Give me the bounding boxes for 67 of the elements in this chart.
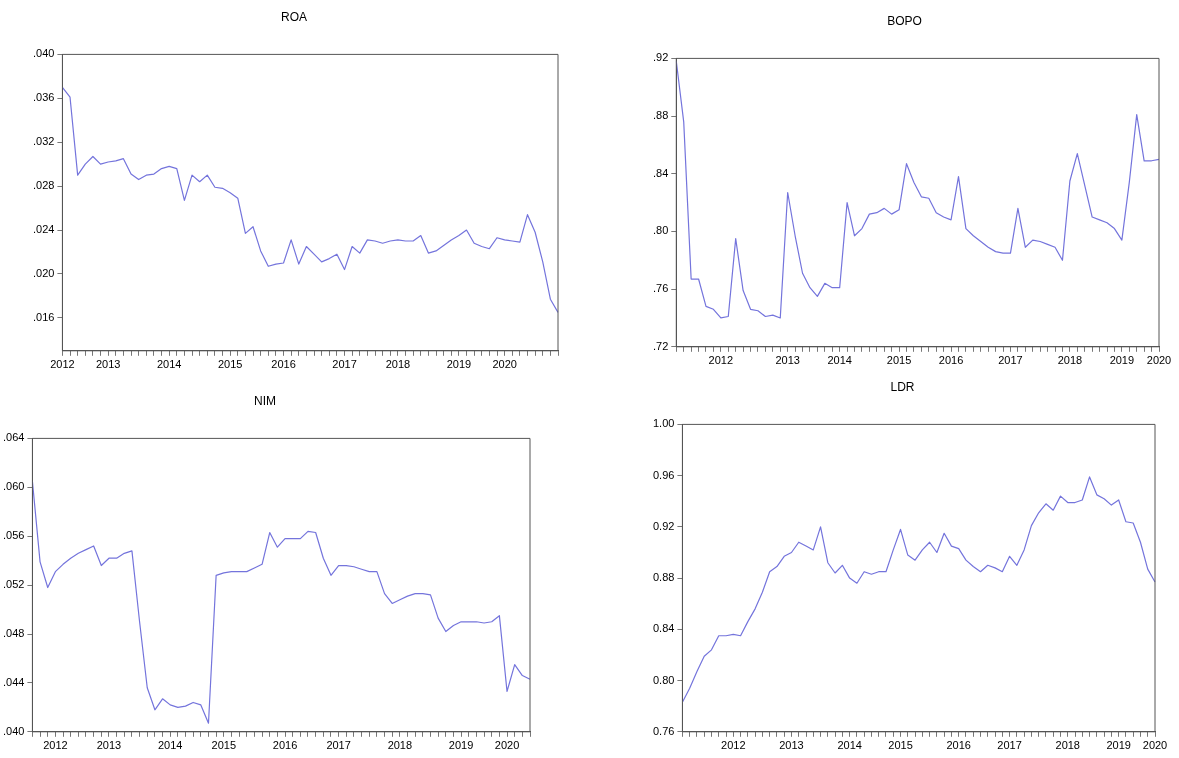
- y-tick-label: .020: [32, 266, 55, 279]
- y-tick-label: .92: [652, 51, 669, 64]
- y-tick-label: .036: [32, 91, 55, 104]
- x-tick-label: 2015: [211, 739, 237, 752]
- y-tick-label: .76: [652, 282, 669, 295]
- x-tick-label: 2020: [492, 358, 517, 371]
- x-tick-label: 2014: [827, 354, 852, 367]
- y-tick-label: .064: [2, 431, 25, 444]
- chart-title: ROA: [280, 9, 308, 24]
- x-tick-label: 2016: [271, 358, 296, 371]
- y-tick-label: .032: [32, 135, 55, 148]
- x-tick-label: 2013: [779, 739, 804, 752]
- x-tick-label: 2013: [95, 358, 121, 371]
- x-tick-label: 2016: [272, 739, 298, 752]
- x-tick-label: 2019: [1109, 354, 1135, 367]
- x-tick-label: 2014: [157, 739, 183, 752]
- y-tick-label: .040: [2, 724, 25, 737]
- x-tick-label: 2016: [938, 354, 964, 367]
- x-tick-label: 2012: [708, 354, 734, 367]
- y-tick-label: 0.96: [652, 468, 675, 481]
- x-tick-label: 2017: [998, 354, 1023, 367]
- y-tick-label: .80: [652, 224, 669, 237]
- x-tick-label: 2019: [448, 739, 474, 752]
- y-tick-label: 0.84: [652, 622, 675, 635]
- y-tick-label: .028: [32, 179, 55, 192]
- y-tick-label: .016: [32, 310, 55, 323]
- x-tick-label: 2012: [50, 358, 75, 371]
- y-tick-label: .72: [652, 339, 669, 352]
- y-tick-label: .052: [2, 578, 25, 591]
- x-tick-label: 2012: [721, 739, 746, 752]
- x-tick-label: 2020: [1146, 354, 1172, 367]
- x-tick-label: 2014: [156, 358, 182, 371]
- y-tick-label: 1.00: [652, 417, 675, 430]
- x-tick-label: 2017: [326, 739, 351, 752]
- y-tick-label: .056: [2, 529, 25, 542]
- x-tick-label: 2019: [446, 358, 472, 371]
- y-tick-label: 0.76: [652, 724, 675, 737]
- chart-title: LDR: [890, 379, 915, 394]
- y-tick-label: .040: [32, 47, 55, 60]
- x-tick-label: 2017: [997, 739, 1022, 752]
- y-tick-label: 0.88: [652, 571, 675, 584]
- y-tick-label: .024: [32, 223, 55, 236]
- x-tick-label: 2018: [387, 739, 413, 752]
- x-tick-label: 2015: [886, 354, 912, 367]
- chart-title: BOPO: [887, 13, 922, 28]
- x-tick-label: 2019: [1106, 739, 1131, 752]
- x-tick-label: 2013: [775, 354, 800, 367]
- x-tick-label: 2012: [43, 739, 68, 752]
- chart-title: NIM: [254, 393, 276, 408]
- x-tick-label: 2018: [1055, 739, 1080, 752]
- x-tick-label: 2018: [385, 358, 411, 371]
- x-tick-label: 2015: [217, 358, 243, 371]
- y-tick-label: 0.92: [652, 519, 675, 532]
- x-tick-label: 2018: [1057, 354, 1083, 367]
- x-tick-label: 2020: [494, 739, 520, 752]
- x-tick-label: 2013: [96, 739, 122, 752]
- y-tick-label: .048: [2, 627, 25, 640]
- x-tick-label: 2020: [1142, 739, 1168, 752]
- x-tick-label: 2017: [332, 358, 357, 371]
- x-tick-label: 2014: [837, 739, 862, 752]
- x-tick-label: 2015: [888, 739, 913, 752]
- y-tick-label: .060: [2, 480, 25, 493]
- y-tick-label: .88: [652, 109, 669, 122]
- y-tick-label: .044: [2, 675, 25, 688]
- y-tick-label: 0.80: [652, 673, 675, 686]
- x-tick-label: 2016: [946, 739, 971, 752]
- y-tick-label: .84: [652, 166, 669, 179]
